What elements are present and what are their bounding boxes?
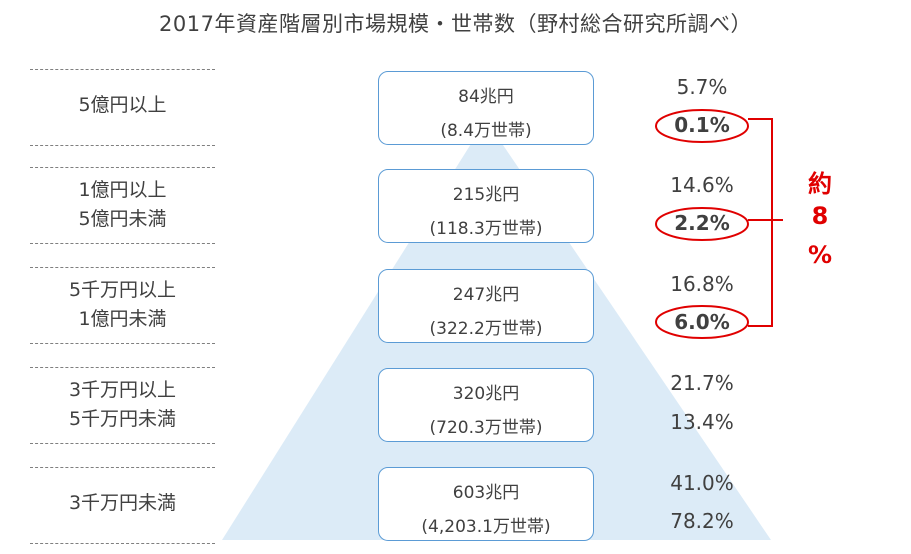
tier-label: 3千万円以上 5千万円未満 [30,376,215,434]
tier-label: 5千万円以上 1億円未満 [30,276,215,334]
tier-label-line2: 1億円未満 [78,308,167,330]
tier-box: 320兆円 (720.3万世帯) [378,368,594,442]
market-share-value: 16.8% [670,272,734,296]
tier-label: 5億円以上 [30,91,215,120]
household-count-value: (118.3万世帯) [429,219,543,239]
tier-box: 84兆円 (8.4万世帯) [378,71,594,145]
annotation-graphics [655,109,783,339]
annotation-char-eight: 8 [811,202,829,230]
separator-line [30,543,215,544]
highlight-ellipse-tier-2 [655,207,749,241]
household-count-value: (720.3万世帯) [429,418,543,438]
household-share-value: 6.0% [674,310,730,334]
tier-label-line1: 3千万円以上 [68,379,177,401]
tier-label-line1: 5千万円以上 [68,279,177,301]
tier-label-line1: 3千万円未満 [68,492,177,514]
annotation-char-percent: % [807,241,833,269]
market-size-value: 247兆円 [452,285,520,305]
separator-line [30,243,215,244]
highlight-ellipse-tier-1 [655,109,749,143]
tier-box: 247兆円 (322.2万世帯) [378,269,594,343]
highlight-ellipse-tier-3 [655,305,749,339]
tier-label-line2: 5億円未満 [78,208,167,230]
market-share-value: 14.6% [670,173,734,197]
household-share-value: 78.2% [670,509,734,533]
household-count-value: (4,203.1万世帯) [421,517,551,537]
tier-label: 1億円以上 5億円未満 [30,176,215,234]
market-share-value: 21.7% [670,371,734,395]
separator-line [30,467,215,468]
separator-line [30,145,215,146]
household-share-value: 0.1% [674,113,730,137]
household-share-value: 13.4% [670,410,734,434]
market-share-value: 5.7% [676,75,728,99]
tier-label-line2: 5千万円未満 [68,408,177,430]
market-size-value: 603兆円 [452,483,520,503]
market-size-value: 84兆円 [458,87,514,107]
separator-line [30,167,215,168]
household-count-value: (322.2万世帯) [429,319,543,339]
annotation-char-yaku: 約 [808,170,832,198]
separator-line [30,69,215,70]
separator-line [30,343,215,344]
household-count-value: (8.4万世帯) [440,121,532,141]
separator-line [30,367,215,368]
market-size-value: 215兆円 [452,185,520,205]
separator-line [30,443,215,444]
tier-box: 215兆円 (118.3万世帯) [378,169,594,243]
tier-label: 3千万円未満 [30,489,215,518]
separator-line [30,267,215,268]
market-share-value: 41.0% [670,471,734,495]
bracket-connector [748,118,783,327]
tier-box: 603兆円 (4,203.1万世帯) [378,467,594,541]
chart-title: 2017年資産階層別市場規模・世帯数（野村総合研究所調べ） [159,12,752,36]
household-share-value: 2.2% [674,211,730,235]
market-size-value: 320兆円 [452,384,520,404]
tier-label-line1: 1億円以上 [78,179,167,201]
tier-label-line1: 5億円以上 [78,94,167,116]
